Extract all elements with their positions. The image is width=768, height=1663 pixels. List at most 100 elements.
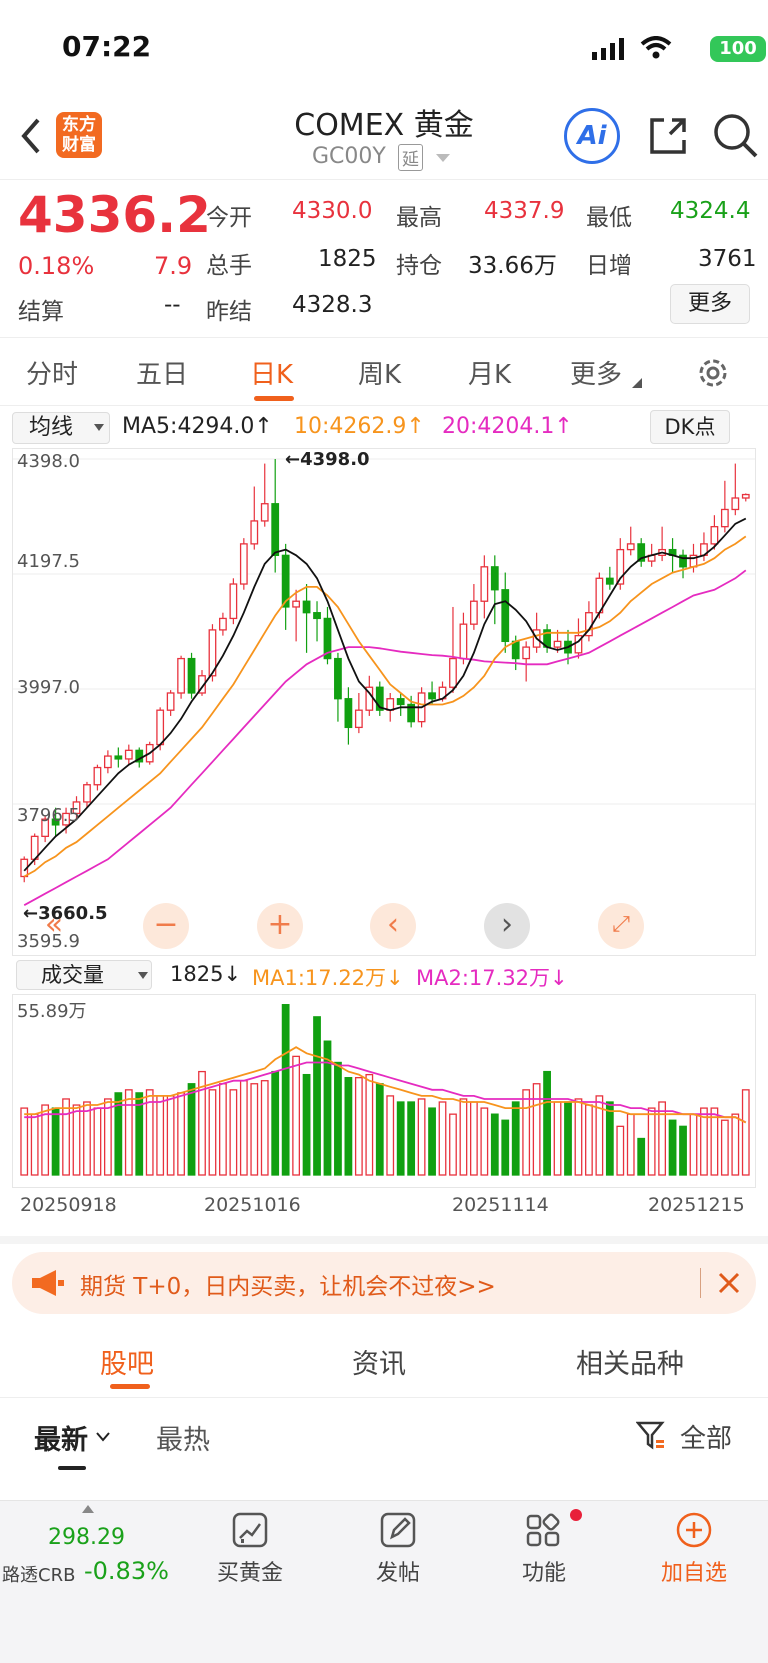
open-interest-label: 持仓 — [396, 253, 442, 279]
candle — [198, 675, 206, 694]
tab-intraday[interactable]: 分时 — [26, 360, 79, 390]
buy-gold-button[interactable]: 买黄金 — [190, 1511, 310, 1587]
ma-select[interactable]: 均线 — [12, 412, 110, 444]
back-icon[interactable] — [18, 116, 44, 156]
volume-bar — [469, 1101, 478, 1176]
candle — [292, 600, 301, 608]
candle — [741, 493, 750, 499]
kline-plot — [13, 458, 755, 906]
candle — [679, 554, 687, 568]
tab-weekly-k[interactable]: 周K — [358, 360, 402, 390]
contract-code[interactable]: GC00Y — [312, 144, 386, 169]
status-bar: 07:22 100 — [0, 0, 768, 90]
candle — [281, 554, 290, 608]
zoom-out-button[interactable]: − — [143, 903, 189, 949]
status-time: 07:22 — [62, 30, 152, 63]
max-price-label: ←4398.0 — [285, 449, 370, 470]
candle — [396, 698, 405, 706]
scroll-left-icon[interactable]: « — [44, 907, 64, 942]
volume-bar — [219, 1083, 227, 1176]
functions-button[interactable]: 功能 — [484, 1511, 604, 1587]
filter-icon[interactable] — [636, 1420, 666, 1450]
ai-button[interactable]: Ai — [564, 108, 620, 164]
sort-indicator — [58, 1466, 86, 1470]
expand-up-icon[interactable] — [82, 1505, 94, 1513]
tab-more[interactable]: 更多 — [570, 360, 623, 390]
tab-five-day[interactable]: 五日 — [136, 360, 189, 390]
volume-bar — [208, 1089, 217, 1176]
sort-hot[interactable]: 最热 — [156, 1425, 210, 1456]
volume-plot — [20, 1004, 750, 1176]
battery-indicator: 100 — [710, 36, 766, 62]
pan-right-button[interactable]: › — [484, 903, 530, 949]
close-icon[interactable] — [718, 1272, 740, 1294]
volume-bar — [689, 1113, 698, 1176]
volume-bar — [438, 1101, 447, 1176]
dropdown-icon[interactable] — [436, 154, 450, 164]
volume-bar — [647, 1107, 656, 1176]
open-interest-value: 33.66万 — [468, 253, 557, 279]
candle — [605, 577, 614, 585]
pan-left-button[interactable]: ‹ — [370, 903, 416, 949]
zoom-in-button[interactable]: + — [257, 903, 303, 949]
filter-all[interactable]: 全部 — [680, 1424, 733, 1454]
volume-bar — [292, 1055, 301, 1176]
volume-bar — [41, 1104, 50, 1176]
section-tabs: 股吧 资讯 相关品种 — [0, 1328, 768, 1398]
settings-icon[interactable] — [696, 356, 730, 390]
high-label: 最高 — [396, 205, 442, 231]
delay-badge: 延 — [398, 144, 423, 171]
volume-bar — [166, 1095, 175, 1176]
period-tabs: 分时 五日 日K 周K 月K 更多 — [0, 340, 768, 406]
volume-bar — [344, 1077, 353, 1176]
date-label: 20250918 — [20, 1194, 117, 1216]
last-price: 4336.2 — [18, 186, 211, 244]
kline-chart[interactable]: 4398.0 4197.5 3997.0 3796.5 3595.9 ←4398… — [12, 448, 756, 956]
tab-monthly-k[interactable]: 月K — [468, 360, 512, 390]
volume-bar — [334, 1061, 342, 1176]
volume-bar — [229, 1089, 238, 1176]
candle — [271, 503, 280, 556]
dk-button[interactable]: DK点 — [650, 410, 730, 444]
volume-bar — [532, 1083, 541, 1176]
volume-chart[interactable]: 55.89万 — [12, 994, 756, 1188]
post-button[interactable]: 发帖 — [338, 1511, 458, 1587]
volume-bar — [250, 1083, 259, 1176]
tab-guba[interactable]: 股吧 — [100, 1349, 154, 1380]
buy-gold-label: 买黄金 — [216, 1561, 283, 1586]
volume-bar — [480, 1107, 489, 1176]
candle — [83, 784, 91, 803]
volume-bar — [407, 1101, 416, 1176]
share-icon[interactable] — [646, 114, 690, 158]
add-watchlist-button[interactable]: 加自选 — [634, 1511, 754, 1587]
candle — [187, 657, 196, 694]
volume-bar — [93, 1107, 102, 1176]
plus-circle-icon — [676, 1512, 712, 1548]
more-quote-button[interactable]: 更多 — [670, 284, 750, 324]
candle — [626, 543, 635, 551]
ma20-value: 20:4204.1↑ — [442, 414, 573, 439]
tab-daily-k[interactable]: 日K — [250, 360, 294, 390]
volume-bar — [375, 1083, 384, 1176]
candle — [553, 640, 562, 648]
ma5-line — [23, 517, 747, 872]
volume-bar — [522, 1089, 531, 1176]
indicator-select[interactable]: 成交量 — [16, 960, 152, 990]
candle — [616, 548, 625, 585]
wifi-icon — [640, 36, 672, 59]
candle — [302, 600, 311, 614]
sort-latest[interactable]: 最新 — [34, 1425, 88, 1456]
candle — [260, 503, 269, 522]
tab-news[interactable]: 资讯 — [352, 1349, 406, 1380]
chevron-down-icon — [96, 1432, 110, 1442]
tab-related[interactable]: 相关品种 — [576, 1349, 684, 1380]
promo-banner[interactable]: 期货 T+0，日内买卖，让机会不过夜>> — [12, 1252, 756, 1314]
more-caret-icon — [632, 378, 642, 388]
quote-panel: 4336.2 0.18% 7.9 结算 -- 今开 4330.0 最高 4337… — [0, 182, 768, 338]
low-label: 最低 — [586, 205, 632, 231]
search-icon[interactable] — [712, 112, 760, 160]
fullscreen-button[interactable]: ⤢ — [598, 903, 644, 949]
volume-bar — [564, 1101, 572, 1176]
active-tab-indicator — [254, 396, 294, 401]
indicator-caret-icon — [138, 972, 148, 979]
